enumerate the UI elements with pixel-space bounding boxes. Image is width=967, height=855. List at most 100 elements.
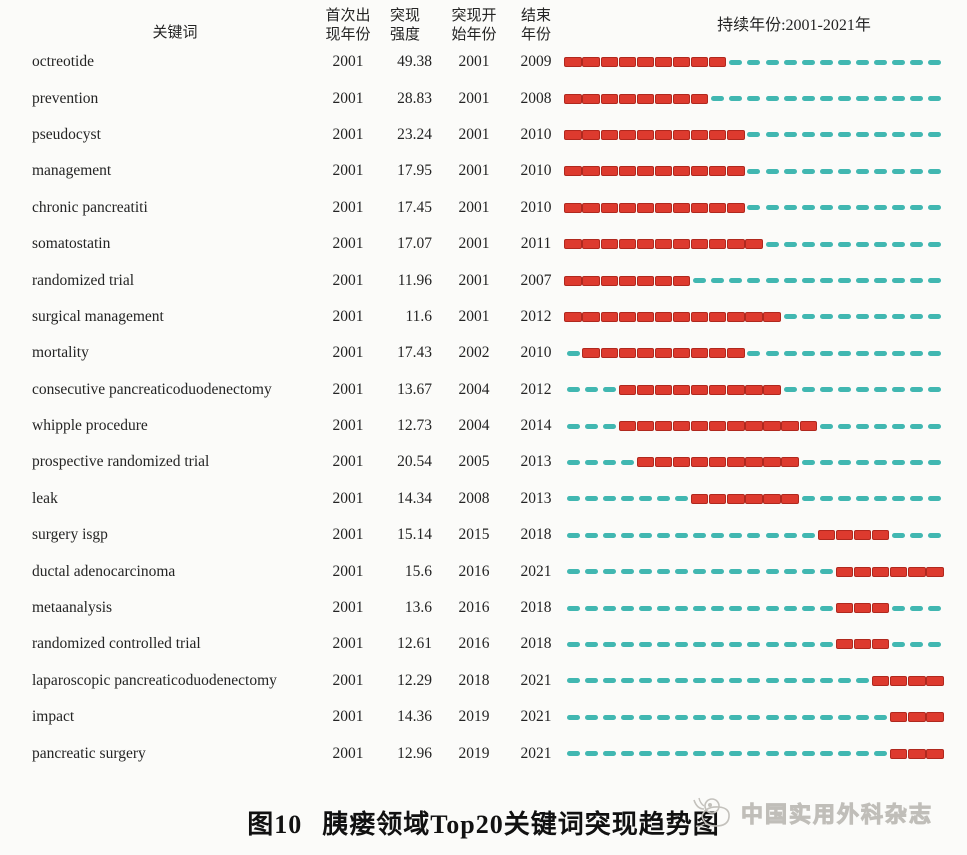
idle-year-segment <box>566 459 580 465</box>
burst-year-segment <box>672 457 691 468</box>
idle-year-segment <box>675 641 689 647</box>
idle-year-segment <box>566 532 580 538</box>
burst-start-value: 2001 <box>458 235 490 253</box>
idle-year-segment <box>837 678 851 684</box>
burst-year-segment <box>654 457 673 468</box>
burst-timeline-bar <box>564 275 944 286</box>
burst-timeline-bar <box>564 639 944 650</box>
idle-year-segment <box>837 459 851 465</box>
idle-year-segment <box>837 132 851 138</box>
idle-year-segment <box>819 205 833 211</box>
burst-year-segment <box>890 675 908 686</box>
burst-start-value: 2001 <box>458 271 490 289</box>
idle-year-segment <box>874 350 888 356</box>
burst-year-segment <box>799 421 817 432</box>
idle-year-segment <box>620 459 634 465</box>
idle-year-segment <box>602 387 616 393</box>
burst-year-segment <box>618 166 637 177</box>
idle-year-segment <box>910 278 924 284</box>
burst-year-segment <box>709 311 727 322</box>
idle-year-segment <box>765 678 779 684</box>
burst-year-segment <box>691 384 709 395</box>
burst-year-segment <box>654 57 673 68</box>
burst-end-value: 2021 <box>520 708 552 726</box>
first-year-value: 2001 <box>332 53 364 71</box>
idle-year-segment <box>675 496 689 502</box>
idle-year-segment <box>910 387 924 393</box>
burst-year-segment <box>691 311 709 322</box>
idle-year-segment <box>620 678 634 684</box>
idle-year-segment <box>837 751 851 757</box>
burst-year-segment <box>636 129 655 140</box>
idle-year-segment <box>801 605 815 611</box>
table-row: mortality 2001 17.43 2002 2010 <box>0 335 967 371</box>
table-row: laparoscopic pancreaticoduodenectomy 2001… <box>0 663 967 699</box>
table-row: octreotide 2001 49.38 2001 2009 <box>0 44 967 80</box>
idle-year-segment <box>657 605 671 611</box>
idle-year-segment <box>910 605 924 611</box>
burst-timeline-bar <box>564 93 944 104</box>
idle-year-segment <box>819 569 833 575</box>
burst-year-segment <box>691 457 709 468</box>
burst-year-segment <box>636 275 655 286</box>
burst-year-segment <box>781 493 799 504</box>
table-row: pseudocyst 2001 23.24 2001 2010 <box>0 117 967 153</box>
idle-year-segment <box>765 350 779 356</box>
idle-year-segment <box>783 678 797 684</box>
idle-year-segment <box>801 532 815 538</box>
idle-year-segment <box>928 532 942 538</box>
burst-year-segment <box>654 311 673 322</box>
burst-year-segment <box>600 239 618 250</box>
idle-year-segment <box>837 278 851 284</box>
idle-year-segment <box>675 605 689 611</box>
strength-value: 14.34 <box>397 489 432 507</box>
keyword-label: whipple procedure <box>32 417 148 435</box>
table-header: 关键词 首次出 现年份 突现 强度 突现开 始年份 结束 年份 持续年份:200… <box>0 0 967 44</box>
idle-year-segment <box>693 641 707 647</box>
keyword-label: surgical management <box>32 307 164 325</box>
first-year-value: 2001 <box>332 635 364 653</box>
idle-year-segment <box>783 59 797 65</box>
idle-year-segment <box>620 751 634 757</box>
burst-start-value: 2001 <box>458 125 490 143</box>
strength-value: 12.73 <box>397 417 432 435</box>
burst-year-segment <box>691 57 709 68</box>
burst-end-value: 2021 <box>520 562 552 580</box>
keyword-label: randomized trial <box>32 271 134 289</box>
burst-year-segment <box>745 421 763 432</box>
idle-year-segment <box>602 678 616 684</box>
burst-timeline-bar <box>564 566 944 577</box>
burst-year-segment <box>672 311 691 322</box>
idle-year-segment <box>711 678 725 684</box>
idle-year-segment <box>856 205 870 211</box>
idle-year-segment <box>602 569 616 575</box>
idle-year-segment <box>675 714 689 720</box>
burst-year-segment <box>654 202 673 213</box>
burst-start-value: 2001 <box>458 162 490 180</box>
burst-year-segment <box>709 166 727 177</box>
idle-year-segment <box>747 205 761 211</box>
idle-year-segment <box>892 205 906 211</box>
idle-year-segment <box>837 205 851 211</box>
table-row: surgery isgp 2001 15.14 2015 2018 <box>0 517 967 553</box>
idle-year-segment <box>928 96 942 102</box>
burst-year-segment <box>709 348 727 359</box>
strength-value: 20.54 <box>397 453 432 471</box>
table-row: surgical management 2001 11.6 2001 2012 <box>0 299 967 335</box>
table-row: somatostatin 2001 17.07 2001 2011 <box>0 226 967 262</box>
idle-year-segment <box>928 278 942 284</box>
strength-value: 11.6 <box>405 307 432 325</box>
idle-year-segment <box>928 59 942 65</box>
table-row: impact 2001 14.36 2019 2021 <box>0 699 967 735</box>
burst-year-segment <box>691 493 709 504</box>
burst-year-segment <box>564 202 582 213</box>
keyword-label: somatostatin <box>32 235 111 253</box>
burst-start-value: 2005 <box>458 453 490 471</box>
idle-year-segment <box>566 496 580 502</box>
idle-year-segment <box>874 387 888 393</box>
burst-year-segment <box>745 384 763 395</box>
idle-year-segment <box>910 132 924 138</box>
burst-year-segment <box>691 421 709 432</box>
burst-year-segment <box>672 348 691 359</box>
idle-year-segment <box>928 387 942 393</box>
